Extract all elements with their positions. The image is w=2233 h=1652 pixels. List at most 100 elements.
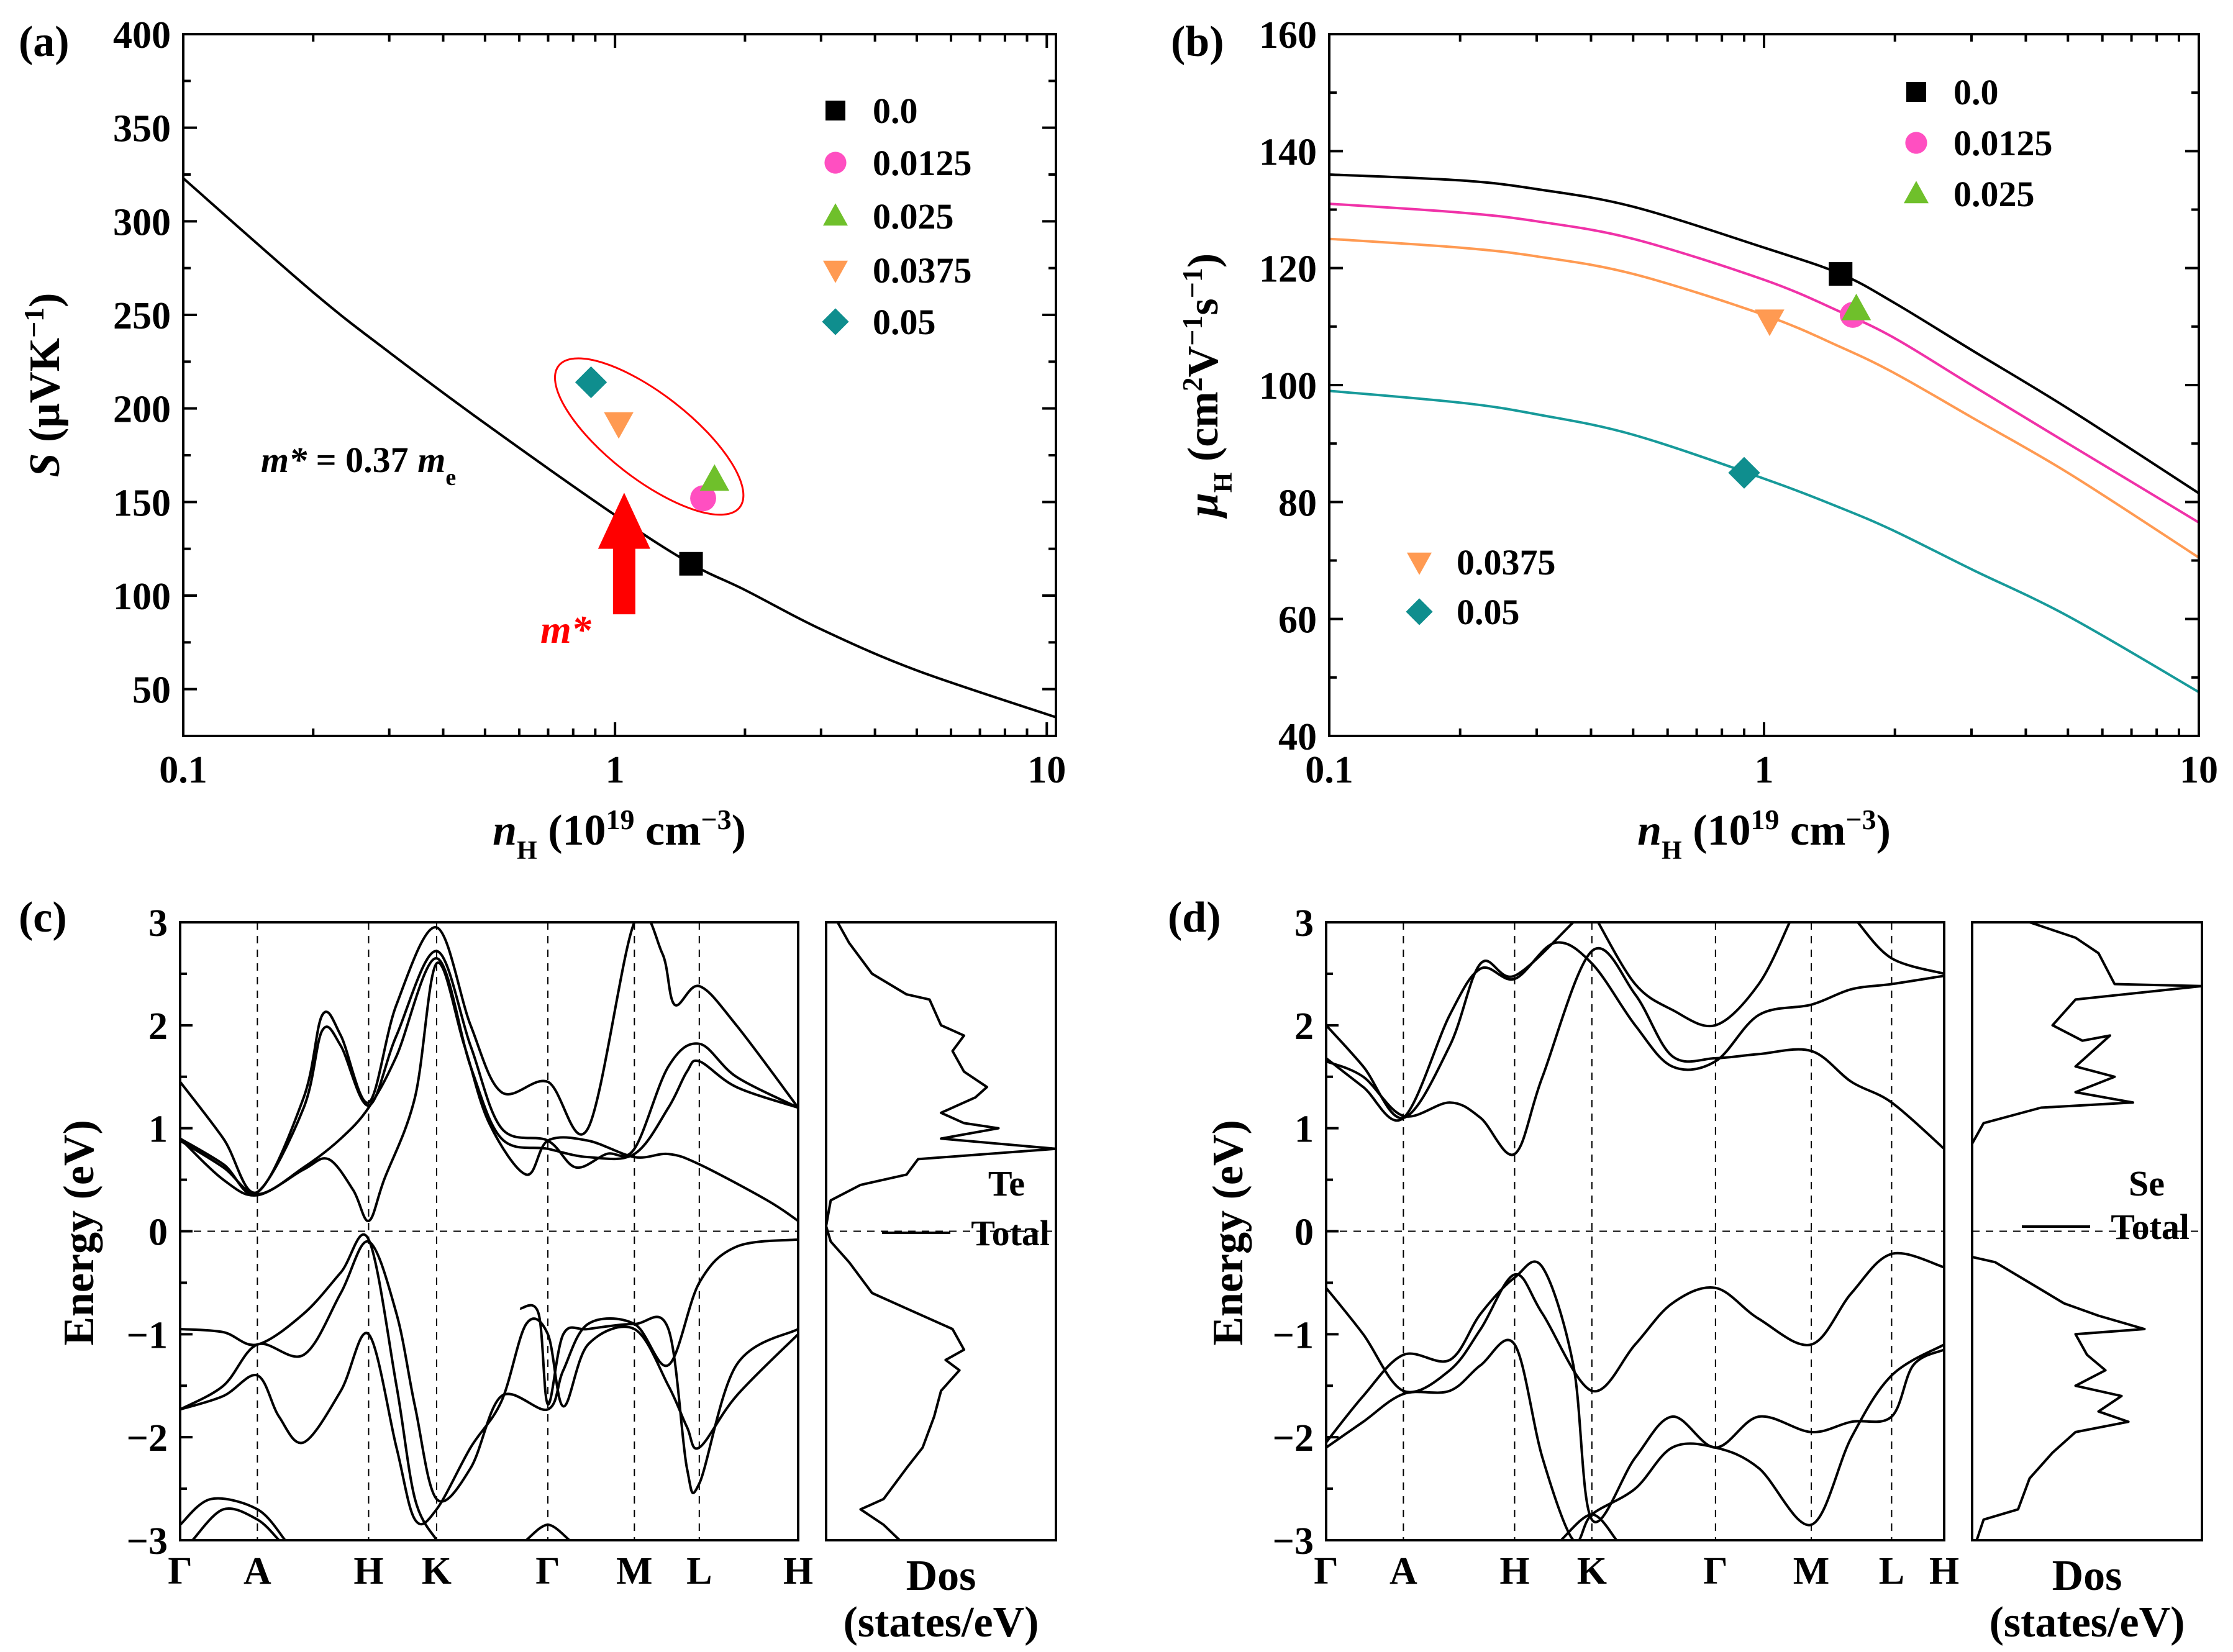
y-tick-label: 350 xyxy=(113,108,171,150)
panel-b-plot-area xyxy=(1329,173,2199,694)
k-point-label: M xyxy=(616,1550,653,1592)
legend-marker-0.025 xyxy=(823,203,848,226)
band-line-10 xyxy=(525,1523,571,1540)
fit-curve-1 xyxy=(1329,202,2199,524)
k-point-label: K xyxy=(422,1550,452,1592)
band-line-2 xyxy=(180,922,798,1194)
y-tick-label: 200 xyxy=(113,389,171,431)
data-point-0.0375 xyxy=(604,412,634,439)
band-line-1 xyxy=(1326,941,1944,1122)
panel-d-band-plot xyxy=(1326,922,1944,1540)
panel-d-y-ticks: −3 −2 −1 0 1 2 3 xyxy=(1273,902,1339,1563)
fit-curve-3 xyxy=(1329,389,2199,694)
y-tick-label: −2 xyxy=(1273,1417,1314,1459)
legend-label-0.0375: 0.0375 xyxy=(873,250,972,291)
legend-label-0.0: 0.0 xyxy=(1953,72,1999,112)
legend-label-0.025: 0.025 xyxy=(873,196,954,237)
y-tick-label: −3 xyxy=(1273,1520,1314,1563)
legend-marker-0.0125 xyxy=(824,152,847,174)
legend-marker-0.0375 xyxy=(823,260,848,283)
panel-c-dos-frame xyxy=(825,921,1057,1541)
panel-c-band-plot xyxy=(180,922,798,1540)
panel-c-y-axis-label: Energy (eV) xyxy=(55,1120,103,1346)
data-point-0.0375 xyxy=(1755,309,1785,337)
data-point-0.025 xyxy=(1841,293,1871,320)
panel-b-x-ticks: 0.1 1 10 xyxy=(1305,34,2218,791)
legend-marker-0.025 xyxy=(1904,181,1929,204)
legend-marker-0.0 xyxy=(825,101,845,120)
band-line-8 xyxy=(180,1497,286,1540)
dos-total-curve xyxy=(826,922,1056,1540)
y-tick-label: 3 xyxy=(148,902,168,945)
panel-d-dos-legend-label: Total xyxy=(2111,1207,2190,1247)
panel-a-arrow-label: m* xyxy=(540,607,592,651)
panel-d-dos-frame xyxy=(1971,921,2203,1541)
band-line-5 xyxy=(180,1238,798,1503)
panel-d-dos-plot xyxy=(1972,922,2202,1540)
k-point-label: H xyxy=(353,1550,383,1592)
panel-a-effective-mass-annotation: m* = 0.37 me xyxy=(261,440,456,491)
panel-b-x-axis-label: nH (1019 cm−3) xyxy=(1637,804,1891,866)
panel-c-label: (c) xyxy=(19,894,67,942)
y-tick-label: 120 xyxy=(1259,248,1317,291)
k-point-label: K xyxy=(1577,1550,1607,1592)
fit-curve-0 xyxy=(1329,173,2199,494)
panel-a-plot-area xyxy=(183,177,1056,719)
y-tick-label: 300 xyxy=(113,201,171,243)
y-tick-label: 60 xyxy=(1278,599,1317,642)
panel-b-label: (b) xyxy=(1171,18,1224,66)
panel-c-dos-element-label: Te xyxy=(988,1163,1025,1204)
panel-a: (a) 0.1 1 10 50 100 150 200 250 300 350 400 S (μV… xyxy=(18,14,1066,865)
y-tick-label: 3 xyxy=(1294,902,1314,945)
panel-c-dos-legend-label: Total xyxy=(971,1213,1050,1253)
y-tick-label: 80 xyxy=(1278,482,1317,524)
k-point-label: Γ xyxy=(168,1550,192,1592)
x-tick-label: 1 xyxy=(1755,749,1774,791)
x-tick-label: 0.1 xyxy=(159,749,207,791)
legend-label-0.025: 0.025 xyxy=(1953,174,2035,214)
y-tick-label: −3 xyxy=(127,1520,168,1563)
panel-b: (b) 0.1 1 10 40 60 80 100 120 140 160 μH (cm2V−1… xyxy=(1171,14,2218,865)
k-point-label: L xyxy=(686,1550,712,1592)
k-point-label: A xyxy=(243,1550,271,1592)
band-line-4 xyxy=(1857,922,1944,975)
band-line-6 xyxy=(180,1317,798,1525)
c-dos-curve-group xyxy=(826,922,1056,1540)
panel-d-dos-element-label: Se xyxy=(2129,1163,2165,1204)
panel-a-x-ticks: 0.1 1 10 xyxy=(159,34,1066,791)
d-dos-curve-group xyxy=(1972,922,2202,1540)
y-tick-label: 100 xyxy=(1259,365,1317,407)
y-tick-label: 1 xyxy=(148,1109,168,1151)
legend-marker-0.0375 xyxy=(1407,552,1432,575)
y-tick-label: −1 xyxy=(127,1314,168,1356)
panel-a-label: (a) xyxy=(19,18,70,66)
band-line-3 xyxy=(180,961,798,1222)
legend-marker-0.05 xyxy=(1406,598,1433,625)
legend-marker-0.0 xyxy=(1906,82,1926,102)
band-line-0 xyxy=(1326,946,1944,1156)
band-line-7 xyxy=(1326,1338,1944,1540)
band-line-4 xyxy=(180,1233,438,1540)
y-tick-label: 40 xyxy=(1278,716,1317,758)
panel-c-y-ticks: −3 −2 −1 0 1 2 3 xyxy=(127,902,193,1563)
panel-d-label: (d) xyxy=(1168,894,1221,942)
y-tick-label: 140 xyxy=(1259,131,1317,173)
y-tick-label: 400 xyxy=(113,14,171,57)
legend-label-0.05: 0.05 xyxy=(873,302,936,342)
panel-a-y-axis-label: S (μVK−1) xyxy=(18,293,70,478)
k-point-label: A xyxy=(1389,1550,1417,1592)
band-line-7 xyxy=(519,1304,798,1494)
y-tick-label: 2 xyxy=(148,1005,168,1048)
k-point-label: H xyxy=(783,1550,813,1592)
panel-c-dos-unit-label: (states/eV) xyxy=(844,1599,1039,1646)
panel-b-y-ticks: 40 60 80 100 120 140 160 xyxy=(1259,14,2199,758)
band-line-6 xyxy=(1326,1260,1944,1523)
legend-label-0.05: 0.05 xyxy=(1457,592,1520,632)
c-plot-bands xyxy=(180,922,798,1540)
y-tick-label: 100 xyxy=(113,576,171,618)
band-line-9 xyxy=(191,1507,280,1540)
data-point-0.0 xyxy=(1829,262,1853,286)
